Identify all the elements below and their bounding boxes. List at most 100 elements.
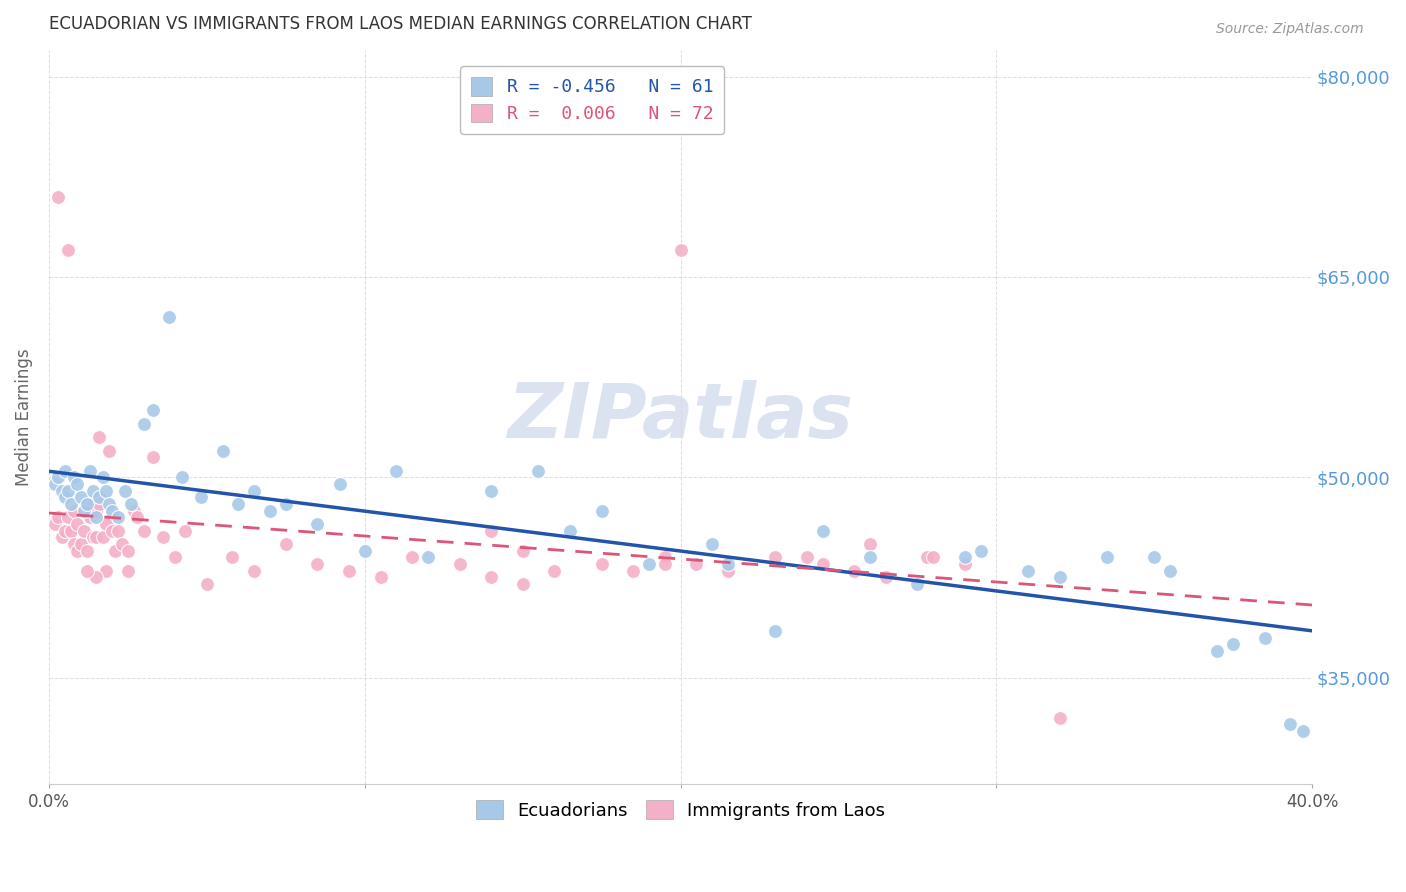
Point <box>211 443 233 458</box>
Point <box>165 550 187 565</box>
Point <box>796 550 818 565</box>
Point <box>66 477 89 491</box>
Point <box>479 483 502 498</box>
Point <box>875 570 897 584</box>
Point <box>685 557 707 571</box>
Point <box>60 524 83 538</box>
Point <box>117 543 139 558</box>
Point <box>717 557 740 571</box>
Legend: Ecuadorians, Immigrants from Laos: Ecuadorians, Immigrants from Laos <box>468 793 893 827</box>
Point <box>1292 724 1315 739</box>
Point <box>79 464 101 478</box>
Point <box>63 537 86 551</box>
Point <box>385 464 408 478</box>
Point <box>953 557 976 571</box>
Point <box>48 190 70 204</box>
Point <box>89 497 111 511</box>
Point <box>370 570 392 584</box>
Point <box>543 564 565 578</box>
Point <box>56 243 79 257</box>
Point <box>107 524 129 538</box>
Point <box>142 450 165 465</box>
Point <box>76 543 98 558</box>
Point <box>69 490 91 504</box>
Point <box>86 503 108 517</box>
Point <box>479 570 502 584</box>
Point <box>76 497 98 511</box>
Point <box>259 503 281 517</box>
Point <box>811 557 834 571</box>
Point <box>274 537 297 551</box>
Point <box>416 550 439 565</box>
Point <box>91 530 114 544</box>
Point <box>717 564 740 578</box>
Point <box>449 557 471 571</box>
Point <box>922 550 945 565</box>
Point <box>104 543 127 558</box>
Point <box>170 470 193 484</box>
Point <box>122 503 145 517</box>
Point <box>969 543 991 558</box>
Point <box>1279 717 1302 731</box>
Point <box>307 557 329 571</box>
Point <box>700 537 723 551</box>
Point <box>98 443 121 458</box>
Point <box>953 550 976 565</box>
Point <box>53 464 76 478</box>
Point <box>591 557 613 571</box>
Point <box>353 543 375 558</box>
Point <box>512 577 534 591</box>
Point <box>1206 644 1229 658</box>
Point <box>94 516 117 531</box>
Point <box>190 490 212 504</box>
Point <box>558 524 581 538</box>
Point <box>1049 570 1071 584</box>
Point <box>82 530 104 544</box>
Point <box>173 524 195 538</box>
Point <box>152 530 174 544</box>
Point <box>127 510 149 524</box>
Point <box>86 530 108 544</box>
Point <box>401 550 423 565</box>
Point <box>221 550 243 565</box>
Point <box>114 483 136 498</box>
Point <box>69 537 91 551</box>
Point <box>107 510 129 524</box>
Point <box>844 564 866 578</box>
Point <box>63 503 86 517</box>
Point <box>63 470 86 484</box>
Point <box>1143 550 1166 565</box>
Point <box>527 464 550 478</box>
Point <box>654 550 676 565</box>
Point <box>1222 637 1244 651</box>
Point <box>44 477 66 491</box>
Point <box>1049 711 1071 725</box>
Point <box>73 503 96 517</box>
Point <box>60 497 83 511</box>
Point <box>98 497 121 511</box>
Point <box>763 624 786 638</box>
Text: ZIPatlas: ZIPatlas <box>508 380 853 454</box>
Point <box>56 510 79 524</box>
Point <box>48 470 70 484</box>
Point <box>86 510 108 524</box>
Text: ECUADORIAN VS IMMIGRANTS FROM LAOS MEDIAN EARNINGS CORRELATION CHART: ECUADORIAN VS IMMIGRANTS FROM LAOS MEDIA… <box>49 15 752 33</box>
Point <box>591 503 613 517</box>
Point <box>328 477 350 491</box>
Y-axis label: Median Earnings: Median Earnings <box>15 348 32 486</box>
Point <box>915 550 938 565</box>
Point <box>512 543 534 558</box>
Text: Source: ZipAtlas.com: Source: ZipAtlas.com <box>1216 22 1364 37</box>
Point <box>101 503 124 517</box>
Point <box>48 510 70 524</box>
Point <box>51 483 73 498</box>
Point <box>307 516 329 531</box>
Point <box>243 564 266 578</box>
Point <box>82 483 104 498</box>
Point <box>811 524 834 538</box>
Point <box>66 516 89 531</box>
Point <box>89 430 111 444</box>
Point <box>337 564 360 578</box>
Point <box>101 524 124 538</box>
Point <box>132 524 155 538</box>
